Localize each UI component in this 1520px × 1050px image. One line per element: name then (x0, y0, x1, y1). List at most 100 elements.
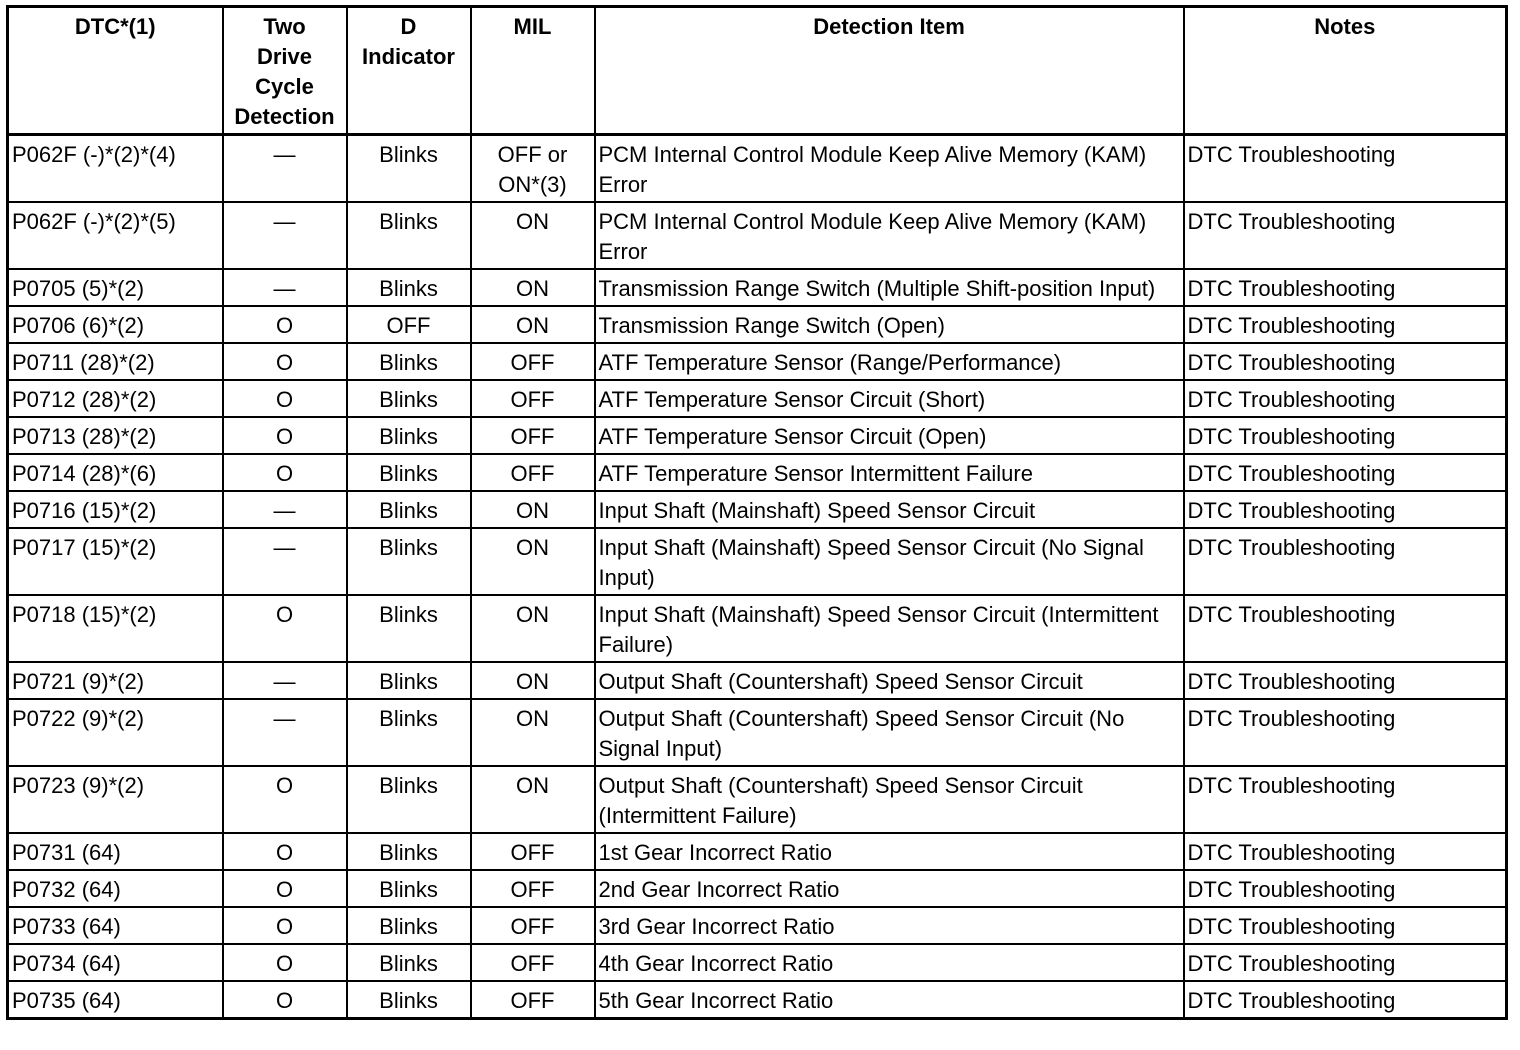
header-row: DTC*(1) Two Drive Cycle Detection D Indica… (6, 5, 1508, 136)
table-header: DTC*(1) Two Drive Cycle Detection D Indica… (6, 5, 1508, 136)
header-cell: D Indicator (345, 5, 472, 136)
table-cell: Blinks (345, 906, 472, 945)
table-cell: P0731 (64) (6, 832, 224, 871)
header-cell: DTC*(1) (6, 5, 224, 136)
dtc-table: DTC*(1) Two Drive Cycle Detection D Indica… (6, 5, 1508, 1020)
table-cell: Input Shaft (Mainshaft) Speed Sensor Cir… (593, 490, 1185, 529)
table-cell: Transmission Range Switch (Multiple Shif… (593, 268, 1185, 307)
table-cell: Output Shaft (Countershaft) Speed Sensor… (593, 698, 1185, 767)
table-cell: O (221, 906, 348, 945)
table-row: P0712 (28)*(2) O Blinks OFF ATF Temperature … (6, 379, 1508, 418)
table-cell: P0733 (64) (6, 906, 224, 945)
table-cell: — (221, 490, 348, 529)
table-cell: ON (469, 698, 596, 767)
table-cell: OFF (469, 832, 596, 871)
table-row: P0716 (15)*(2) — Blinks ON Input Shaft (Main… (6, 490, 1508, 529)
table-cell: P062F (-)*(2)*(5) (6, 201, 224, 270)
table-cell: OFF (469, 980, 596, 1020)
table-row: P0722 (9)*(2) — Blinks ON Output Shaft (Coun… (6, 698, 1508, 767)
table-row: P0714 (28)*(6) O Blinks OFF ATF Temperature … (6, 453, 1508, 492)
table-cell: P0721 (9)*(2) (6, 661, 224, 700)
table-cell: PCM Internal Control Module Keep Alive M… (593, 133, 1185, 203)
table-cell: P0713 (28)*(2) (6, 416, 224, 455)
table-cell: Input Shaft (Mainshaft) Speed Sensor Cir… (593, 527, 1185, 596)
table-cell: Transmission Range Switch (Open) (593, 305, 1185, 344)
table-cell: OFF (469, 906, 596, 945)
table-cell: DTC Troubleshooting (1182, 869, 1508, 908)
table-cell: ON (469, 594, 596, 663)
table-cell: — (221, 698, 348, 767)
table-cell: DTC Troubleshooting (1182, 453, 1508, 492)
table-cell: O (221, 453, 348, 492)
table-cell: P0732 (64) (6, 869, 224, 908)
table-cell: Output Shaft (Countershaft) Speed Sensor… (593, 661, 1185, 700)
table-cell: DTC Troubleshooting (1182, 305, 1508, 344)
table-cell: O (221, 765, 348, 834)
table-cell: ATF Temperature Sensor Circuit (Open) (593, 416, 1185, 455)
table-cell: Blinks (345, 490, 472, 529)
table-row: P0713 (28)*(2) O Blinks OFF ATF Temperature … (6, 416, 1508, 455)
table-cell: P0706 (6)*(2) (6, 305, 224, 344)
table-cell: ON (469, 765, 596, 834)
table-row: P0705 (5)*(2) — Blinks ON Transmission Range… (6, 268, 1508, 307)
table-cell: DTC Troubleshooting (1182, 201, 1508, 270)
table-cell: O (221, 416, 348, 455)
table-cell: 1st Gear Incorrect Ratio (593, 832, 1185, 871)
table-cell: P0718 (15)*(2) (6, 594, 224, 663)
table-cell: P0735 (64) (6, 980, 224, 1020)
table-cell: Blinks (345, 527, 472, 596)
table-cell: P0723 (9)*(2) (6, 765, 224, 834)
table-cell: — (221, 201, 348, 270)
table-cell: Blinks (345, 765, 472, 834)
table-cell: DTC Troubleshooting (1182, 379, 1508, 418)
table-cell: DTC Troubleshooting (1182, 490, 1508, 529)
table-cell: Blinks (345, 379, 472, 418)
table-cell: DTC Troubleshooting (1182, 765, 1508, 834)
table-cell: P0716 (15)*(2) (6, 490, 224, 529)
table-cell: Blinks (345, 133, 472, 203)
table-cell: 3rd Gear Incorrect Ratio (593, 906, 1185, 945)
table-cell: DTC Troubleshooting (1182, 698, 1508, 767)
table-cell: O (221, 869, 348, 908)
table-cell: 4th Gear Incorrect Ratio (593, 943, 1185, 982)
table-cell: O (221, 980, 348, 1020)
table-row: P062F (-)*(2)*(5) — Blinks ON PCM Internal C… (6, 201, 1508, 270)
table-cell: OFF (345, 305, 472, 344)
table-cell: P062F (-)*(2)*(4) (6, 133, 224, 203)
table-cell: Blinks (345, 943, 472, 982)
table-cell: O (221, 943, 348, 982)
table-cell: Blinks (345, 661, 472, 700)
table-cell: ON (469, 268, 596, 307)
table-cell: 5th Gear Incorrect Ratio (593, 980, 1185, 1020)
table-cell: P0711 (28)*(2) (6, 342, 224, 381)
table-row: P0723 (9)*(2) O Blinks ON Output Shaft (Coun… (6, 765, 1508, 834)
table-cell: P0712 (28)*(2) (6, 379, 224, 418)
table-cell: Blinks (345, 201, 472, 270)
table-cell: Blinks (345, 453, 472, 492)
table-cell: Blinks (345, 869, 472, 908)
table-cell: ON (469, 527, 596, 596)
table-cell: 2nd Gear Incorrect Ratio (593, 869, 1185, 908)
table-cell: ON (469, 305, 596, 344)
table-cell: OFF (469, 379, 596, 418)
table-cell: ON (469, 490, 596, 529)
header-cell: MIL (469, 5, 596, 136)
table-row: P0721 (9)*(2) — Blinks ON Output Shaft (Coun… (6, 661, 1508, 700)
table-cell: DTC Troubleshooting (1182, 980, 1508, 1020)
table-cell: Blinks (345, 698, 472, 767)
table-cell: OFF (469, 416, 596, 455)
table-cell: DTC Troubleshooting (1182, 133, 1508, 203)
table-cell: O (221, 832, 348, 871)
table-row: P0731 (64) O Blinks OFF 1st Gear Incorrect R… (6, 832, 1508, 871)
table-cell: PCM Internal Control Module Keep Alive M… (593, 201, 1185, 270)
table-cell: P0722 (9)*(2) (6, 698, 224, 767)
table-row: P0735 (64) O Blinks OFF 5th Gear Incorrect R… (6, 980, 1508, 1020)
table-cell: — (221, 527, 348, 596)
table-cell: O (221, 342, 348, 381)
table-cell: Blinks (345, 980, 472, 1020)
table-body: P062F (-)*(2)*(4) — Blinks OFF or ON*(3) PCM… (6, 133, 1508, 1020)
table-row: P0711 (28)*(2) O Blinks OFF ATF Temperature … (6, 342, 1508, 381)
table-cell: DTC Troubleshooting (1182, 906, 1508, 945)
table-cell: DTC Troubleshooting (1182, 594, 1508, 663)
